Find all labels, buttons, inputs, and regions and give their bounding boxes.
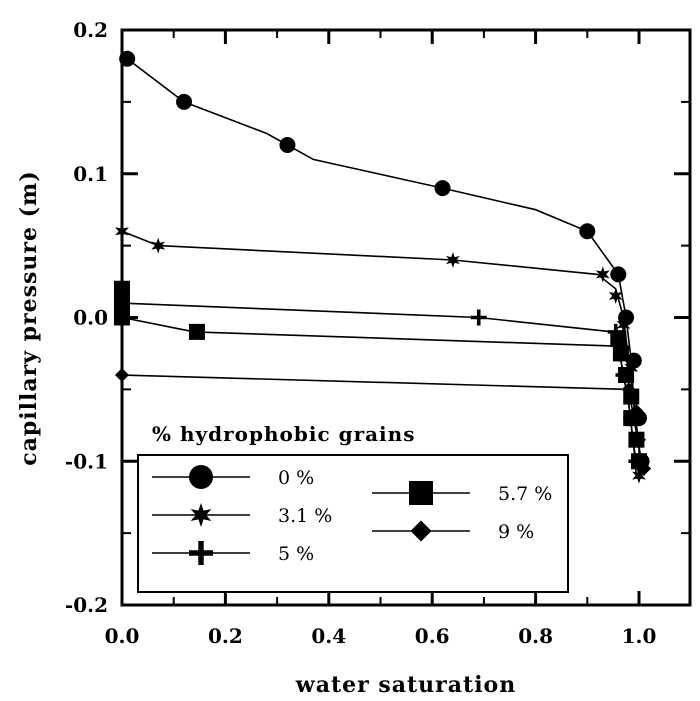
y-tick-label: -0.2	[65, 593, 108, 617]
circle-marker	[279, 137, 296, 153]
y-tick-label: 0.1	[73, 162, 108, 186]
legend-label: 5 %	[278, 543, 314, 565]
star-marker	[632, 467, 646, 484]
square-marker	[188, 323, 205, 340]
legend-label: 3.1 %	[278, 505, 332, 527]
square-marker	[610, 331, 627, 348]
x-tick-label: 0.2	[208, 624, 243, 648]
legend-title: % hydrophobic grains	[152, 422, 415, 446]
star-marker	[608, 287, 623, 304]
star-marker	[446, 252, 460, 268]
series-line	[126, 58, 643, 476]
diamond-marker	[632, 432, 646, 447]
legend-label: 5.7 %	[498, 483, 552, 505]
legend-label: 9 %	[498, 521, 534, 543]
x-tick-label: 0.4	[311, 624, 346, 648]
y-tick-label: -0.1	[65, 449, 108, 473]
square-marker	[409, 481, 433, 505]
star-marker	[115, 223, 129, 240]
x-tick-label: 0.0	[105, 624, 140, 648]
square-marker	[114, 295, 130, 312]
diamond-marker	[637, 461, 652, 476]
circle-marker	[189, 465, 213, 489]
plus-marker	[470, 309, 487, 326]
legend-label: 0 %	[278, 467, 314, 489]
square-marker	[612, 345, 629, 362]
circle-marker	[119, 50, 136, 67]
x-tick-label: 0.6	[415, 624, 450, 648]
diamond-marker	[115, 368, 129, 382]
x-axis-title: water saturation	[295, 672, 516, 698]
diamond-marker	[621, 382, 636, 397]
y-axis-title: capillary pressure (m)	[16, 170, 42, 465]
axis-ticks: 0.0 0.2 0.4 0.6 0.8 1.0 -0.2 -0.1 0.0 0.1 0.2	[65, 18, 690, 648]
y-tick-label: 0.2	[73, 18, 108, 42]
series-lines	[121, 58, 645, 476]
star-marker	[616, 316, 631, 333]
square-marker	[114, 309, 130, 326]
circle-marker	[434, 180, 451, 197]
series-markers	[114, 50, 652, 484]
diamond-marker	[410, 520, 432, 542]
legend-entries: 0 % 3.1 % 5 % 5.7 % 9 %	[152, 465, 552, 565]
star-marker	[595, 266, 610, 283]
circle-marker	[610, 266, 627, 283]
plus-marker	[189, 541, 213, 565]
x-tick-label: 1.0	[622, 624, 657, 648]
y-tick-label: 0.0	[73, 306, 108, 330]
star-marker	[190, 503, 212, 527]
circle-marker	[579, 223, 596, 240]
square-marker	[618, 367, 635, 383]
x-tick-label: 0.8	[518, 624, 553, 648]
square-marker	[114, 280, 130, 297]
star-marker	[151, 237, 166, 254]
diamond-marker	[629, 403, 644, 418]
circle-marker	[176, 93, 193, 110]
series-line	[121, 316, 640, 476]
